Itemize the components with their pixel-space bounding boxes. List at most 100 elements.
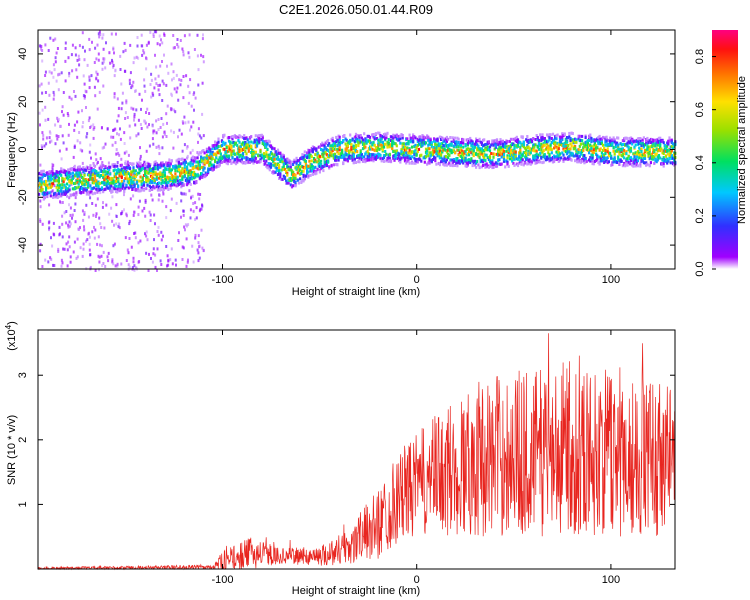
spectrogram-ridge-cell xyxy=(318,168,321,172)
spectrogram-ridge-cell xyxy=(168,167,171,171)
spectrogram-noise-cell xyxy=(144,121,147,125)
spectrogram-noise-cell xyxy=(182,96,185,100)
spectrogram-ridge-cell xyxy=(301,153,304,157)
spectrogram-ridge-cell xyxy=(562,159,565,163)
spectrogram-ridge-cell xyxy=(123,188,126,192)
spectrogram-noise-cell xyxy=(65,147,68,151)
spectrogram-noise-cell xyxy=(77,110,80,114)
spectrogram-ridge-cell xyxy=(190,177,193,181)
spectrogram-ridge-cell xyxy=(160,181,163,185)
spectrogram-noise-cell xyxy=(144,119,146,123)
spectrogram-ridge-cell xyxy=(667,159,670,163)
spectrogram-ridge-cell xyxy=(520,153,523,157)
spectrogram-ridge-cell xyxy=(66,194,69,198)
spectrogram-noise-cell xyxy=(110,32,113,36)
spectrogram-ridge-cell xyxy=(166,186,169,189)
spectrogram-ridge-cell xyxy=(477,148,480,152)
spectrogram-noise-cell xyxy=(99,243,101,247)
spectrogram-ridge-cell xyxy=(133,176,136,180)
spectrogram-ridge-cell xyxy=(413,156,416,160)
spectrogram-ridge-cell xyxy=(663,143,666,147)
spectrogram-ridge-cell xyxy=(414,148,417,152)
spectrogram-ridge-cell xyxy=(43,192,46,195)
spectrogram-noise-cell xyxy=(126,160,129,164)
spectrogram-ridge-cell xyxy=(640,159,643,163)
spectrogram-ridge-cell xyxy=(427,154,430,158)
spectrogram-ridge-cell xyxy=(338,143,341,147)
spectrogram-ridge-cell xyxy=(248,146,252,150)
spectrogram-noise-cell xyxy=(162,192,165,196)
spectrogram-ridge-cell xyxy=(556,147,559,151)
spectrogram-noise-cell xyxy=(145,57,148,61)
spectrogram-ridge-cell xyxy=(652,140,655,144)
spectrogram-ridge-cell xyxy=(576,160,579,164)
spectrogram-ridge-cell xyxy=(621,143,624,146)
spectrogram-noise-cell xyxy=(173,87,176,91)
spectrogram-noise-cell xyxy=(183,192,186,196)
spectrogram-ridge-cell xyxy=(163,177,166,181)
spectrogram-noise-cell xyxy=(73,144,76,148)
spectrogram-noise-cell xyxy=(40,144,43,148)
spectrogram-ridge-cell xyxy=(563,142,566,145)
spectrogram-noise-cell xyxy=(153,213,156,217)
spectrogram-noise-cell xyxy=(67,56,70,60)
spectrogram-ridge-cell xyxy=(106,175,109,179)
spectrogram-ridge-cell xyxy=(565,152,569,156)
spectrogram-ridge-cell xyxy=(258,134,261,138)
spectrogram-ridge-cell xyxy=(408,148,411,152)
spectrogram-ridge-cell xyxy=(442,162,445,166)
spectrogram-ridge-cell xyxy=(281,160,284,164)
spectrogram-ridge-cell xyxy=(577,137,580,141)
spectrogram-ridge-cell xyxy=(394,156,397,160)
spectrogram-noise-cell xyxy=(137,118,140,122)
spectrogram-ridge-cell xyxy=(153,186,156,190)
spectrogram-ridge-cell xyxy=(359,154,362,158)
spectrogram-noise-cell xyxy=(55,134,58,138)
spectrogram-ridge-cell xyxy=(244,149,247,153)
spectrogram-noise-cell xyxy=(191,194,194,198)
spectrogram-ridge-cell xyxy=(504,145,507,149)
spectrogram-noise-cell xyxy=(202,55,205,59)
spectrogram-noise-cell xyxy=(92,213,95,217)
spectrogram-ridge-cell xyxy=(258,140,261,144)
spectrogram-noise-cell xyxy=(113,95,116,99)
spectrogram-ridge-cell xyxy=(232,152,235,156)
spectrogram-ridge-cell xyxy=(607,138,610,142)
spectrogram-ridge-cell xyxy=(661,139,664,143)
spectrogram-ridge-cell xyxy=(241,152,245,156)
spectrogram-ridge-cell xyxy=(669,153,672,157)
spectrogram-ridge-cell xyxy=(572,147,575,150)
spectrogram-ridge-cell xyxy=(535,158,538,162)
spectrogram-ridge-cell xyxy=(140,168,143,172)
spectrogram-ridge-cell xyxy=(217,149,220,153)
spectrogram-noise-cell xyxy=(66,264,69,268)
spectrogram-ridge-cell xyxy=(60,169,63,173)
spectrogram-ridge-cell xyxy=(238,146,241,150)
spectrogram-ridge-cell xyxy=(389,143,393,147)
spectrogram-ridge-cell xyxy=(437,152,440,156)
spectrogram-noise-cell xyxy=(50,139,53,143)
spectrogram-ridge-cell xyxy=(520,135,523,139)
spectrogram-noise-cell xyxy=(144,198,147,202)
spectrogram-ridge-cell xyxy=(456,158,459,162)
spectrogram-ridge-cell xyxy=(212,165,215,169)
spectrogram-noise-cell xyxy=(124,117,127,120)
spectrogram-ridge-cell xyxy=(86,184,90,188)
spectrogram-ridge-cell xyxy=(443,147,446,151)
spectrogram-ridge-cell xyxy=(54,195,57,199)
spectrogram-ridge-cell xyxy=(160,164,163,168)
spectrogram-noise-cell xyxy=(154,222,156,226)
spectrogram-ridge-cell xyxy=(286,181,289,185)
spectrogram-ridge-cell xyxy=(217,151,220,155)
spectrogram-ridge-cell xyxy=(237,139,240,142)
spectrogram-noise-cell xyxy=(61,214,64,218)
spectrogram-ridge-cell xyxy=(519,146,522,150)
spectrogram-ridge-cell xyxy=(551,132,555,136)
spectrogram-ridge-cell xyxy=(102,176,105,180)
spectrogram-noise-cell xyxy=(133,56,136,60)
spectrogram-noise-cell xyxy=(174,110,177,114)
spectrogram-ridge-cell xyxy=(533,149,536,153)
spectrogram-ridge-cell xyxy=(279,172,282,176)
spectrogram-ridge-cell xyxy=(90,190,93,194)
spectrogram-ridge-cell xyxy=(142,183,146,187)
